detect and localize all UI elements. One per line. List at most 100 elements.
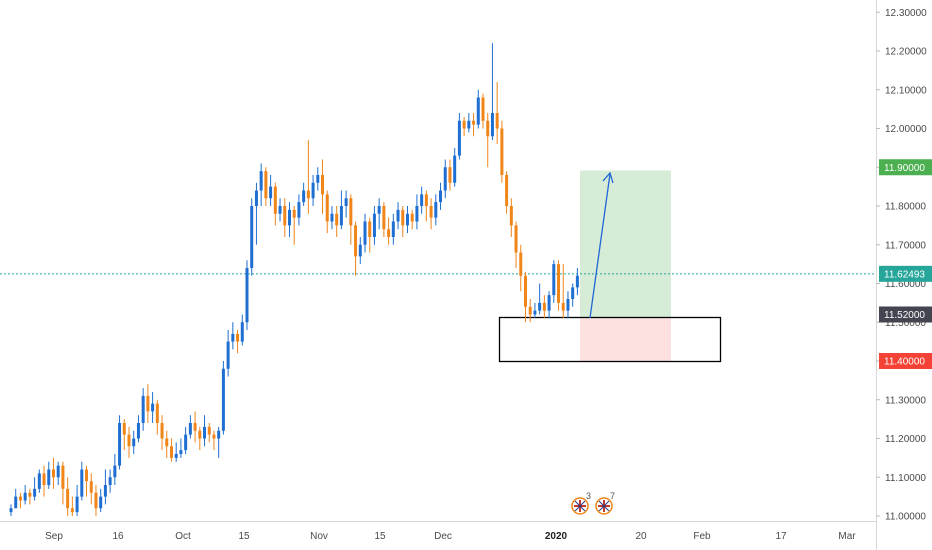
candle (70, 496, 74, 516)
candle-body (108, 477, 112, 485)
candle (151, 392, 155, 423)
candle (538, 283, 542, 315)
candle (519, 244, 523, 292)
price-tick-label: 11.70000 (885, 240, 926, 251)
candle-body (439, 190, 443, 203)
candle (160, 415, 164, 451)
candle-body (80, 469, 84, 497)
candle-body (391, 221, 395, 237)
candle-body (226, 341, 230, 369)
candle-body (70, 508, 74, 513)
candle-body (231, 333, 235, 342)
candle-body (302, 190, 306, 203)
candle-body (377, 206, 381, 214)
candle (575, 268, 579, 296)
candle (500, 120, 504, 183)
candle-body (429, 206, 433, 218)
candle (146, 384, 150, 423)
candle (37, 469, 41, 493)
candle-body (486, 120, 490, 137)
candle (14, 488, 18, 509)
target-arrow-icon[interactable] (589, 171, 614, 319)
candle-body (368, 221, 372, 237)
candle (557, 260, 561, 311)
candle (198, 426, 202, 451)
candle-body (221, 368, 225, 431)
candle-body (179, 450, 183, 454)
candle-body (85, 469, 89, 482)
candle-body (481, 97, 485, 121)
candle (424, 190, 428, 222)
economic-event-1[interactable]: 3 (571, 491, 591, 515)
candle-body (349, 198, 353, 226)
candle (9, 504, 13, 516)
candle-body (18, 496, 22, 501)
candle-body (552, 264, 556, 296)
candle-body (193, 423, 197, 431)
price-badge (879, 353, 932, 369)
candle-body (354, 225, 358, 257)
candle-body (165, 438, 169, 447)
candle (66, 477, 70, 516)
candle (552, 260, 556, 303)
candle-body (273, 186, 277, 214)
candle (231, 322, 235, 350)
candle (302, 182, 306, 206)
candle-body (330, 213, 334, 222)
candle-body (382, 206, 386, 230)
candle-body (141, 395, 145, 423)
candle (99, 488, 103, 513)
event-count: 3 (586, 491, 591, 501)
time-tick-label: Nov (310, 531, 328, 542)
candle-body (33, 488, 37, 497)
candle (505, 171, 509, 214)
price-tick-label: 11.50000 (885, 318, 926, 329)
candle (349, 194, 353, 245)
candle-body (472, 120, 476, 125)
time-tick-label: Dec (434, 531, 452, 542)
candle-body (495, 113, 499, 129)
long-position-tool[interactable] (580, 170, 671, 362)
candle (358, 237, 362, 265)
candle-body (118, 423, 122, 466)
candle (132, 430, 136, 454)
candle (108, 469, 112, 493)
profit-zone (580, 170, 671, 318)
candle-body (132, 438, 136, 447)
candle (141, 388, 145, 431)
economic-event-2[interactable]: 7 (595, 491, 615, 515)
candle (495, 82, 499, 144)
demand-zone-rectangle[interactable] (498, 316, 722, 363)
candle (217, 426, 221, 458)
candle-body (264, 171, 268, 199)
candle (47, 461, 51, 489)
candle (165, 430, 169, 458)
candle-body (575, 275, 579, 288)
candle (221, 361, 225, 435)
candle (339, 190, 343, 230)
candle-body (94, 492, 98, 509)
candle (85, 465, 89, 497)
candle-body (405, 213, 409, 226)
candle-body (37, 473, 41, 489)
candle-body (66, 488, 70, 509)
time-tick-label: 15 (238, 531, 250, 542)
event-count: 7 (610, 491, 615, 501)
candle-body (401, 209, 405, 226)
candle-body (42, 473, 46, 485)
candle-body (236, 333, 240, 342)
candle-body (538, 302, 542, 311)
candle-body (571, 287, 575, 299)
candle (75, 485, 79, 516)
price-badge (879, 159, 932, 176)
candle-body (457, 120, 461, 156)
candle (155, 399, 159, 435)
candle (514, 221, 518, 268)
candle-body (542, 302, 546, 311)
candle (250, 198, 254, 276)
candle-body (505, 175, 509, 206)
candle (306, 140, 310, 214)
candle (236, 330, 240, 354)
time-tick-label: 15 (374, 531, 386, 542)
